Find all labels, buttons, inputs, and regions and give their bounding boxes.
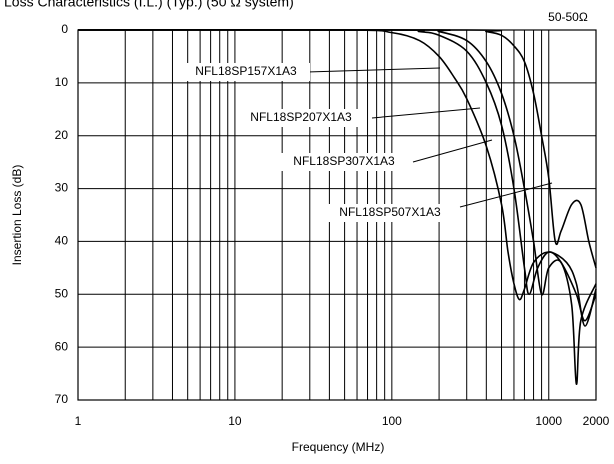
series-label: NFL18SP157X1A3 — [195, 64, 297, 78]
series-label: NFL18SP507X1A3 — [339, 205, 441, 219]
series-line — [77, 29, 597, 327]
callout-box — [237, 109, 365, 127]
callout-line — [412, 139, 493, 163]
y-tick-label: 50 — [55, 286, 69, 300]
callout-line — [371, 107, 481, 119]
y-tick-label: 40 — [55, 234, 69, 248]
chart-title: Loss Characteristics (I.L.) (Typ.) (50 Ω… — [4, 0, 294, 10]
note: 50-50Ω — [548, 10, 588, 24]
series-line — [77, 29, 597, 269]
x-axis-label: Frequency (MHz) — [292, 440, 385, 454]
series-label: NFL18SP207X1A3 — [250, 110, 352, 124]
x-tick-label: 1000 — [535, 414, 562, 428]
series-label: NFL18SP307X1A3 — [293, 154, 395, 168]
y-tick-label: 0 — [61, 22, 68, 36]
callout-box — [280, 153, 408, 171]
x-tick-label: 10 — [228, 414, 242, 428]
x-tick-label: 1 — [75, 414, 82, 428]
y-axis-label: Insertion Loss (dB) — [10, 165, 24, 266]
x-tick-label: 2000 — [583, 414, 610, 428]
callout-line — [459, 182, 553, 208]
callout-line — [306, 67, 441, 73]
y-tick-label: 10 — [55, 75, 69, 89]
y-tick-label: 70 — [55, 392, 69, 406]
y-tick-label: 30 — [55, 181, 69, 195]
callout-box — [326, 204, 454, 222]
x-tick-label: 100 — [382, 414, 402, 428]
y-tick-label: 20 — [55, 128, 69, 142]
series-line — [77, 29, 597, 322]
callout-box — [182, 63, 310, 81]
y-tick-label: 60 — [55, 339, 69, 353]
